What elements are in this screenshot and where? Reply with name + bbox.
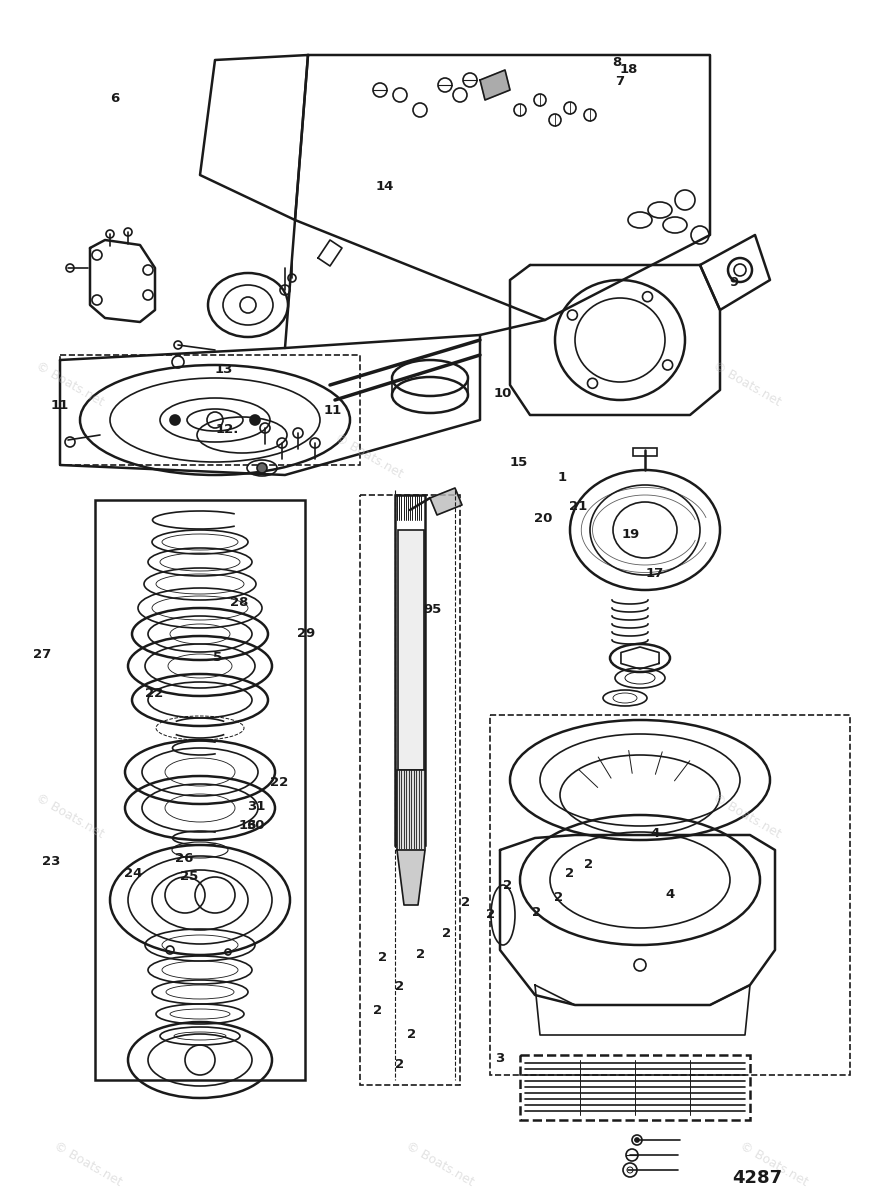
Bar — [489, 715, 849, 1075]
Text: 22: 22 — [145, 688, 162, 700]
Text: 2: 2 — [553, 892, 562, 904]
Bar — [397, 770, 425, 850]
Bar — [60, 355, 360, 464]
Text: 2: 2 — [565, 868, 573, 880]
Text: 2: 2 — [395, 1058, 404, 1070]
Text: 23: 23 — [42, 856, 60, 868]
Text: 14: 14 — [376, 180, 393, 192]
Text: 2: 2 — [373, 1004, 382, 1016]
Text: 17: 17 — [645, 568, 663, 580]
Polygon shape — [397, 850, 425, 905]
Text: 19: 19 — [622, 528, 639, 540]
Text: 29: 29 — [297, 628, 314, 640]
Text: 3: 3 — [494, 1052, 503, 1064]
Text: © Boats.net: © Boats.net — [737, 1139, 809, 1189]
Text: 5: 5 — [213, 652, 222, 664]
Text: 2: 2 — [407, 1028, 415, 1040]
Text: 11: 11 — [323, 404, 341, 416]
Text: 2: 2 — [584, 858, 593, 870]
Text: © Boats.net: © Boats.net — [710, 359, 782, 409]
Text: 6: 6 — [110, 92, 119, 104]
Circle shape — [249, 415, 260, 425]
Text: 12.: 12. — [215, 424, 238, 436]
Text: 7: 7 — [615, 76, 623, 88]
Text: © Boats.net: © Boats.net — [710, 791, 782, 841]
Text: 28: 28 — [230, 596, 248, 608]
Circle shape — [169, 415, 180, 425]
Text: 11: 11 — [51, 400, 68, 412]
Text: 13: 13 — [215, 364, 233, 376]
Text: 15: 15 — [509, 456, 527, 468]
Text: 27: 27 — [33, 648, 51, 660]
Text: 22: 22 — [270, 776, 288, 788]
Text: 2: 2 — [415, 948, 424, 960]
Polygon shape — [479, 70, 509, 100]
Bar — [360, 494, 459, 1085]
Text: 4: 4 — [665, 888, 673, 900]
Polygon shape — [429, 488, 462, 515]
Text: © Boats.net: © Boats.net — [403, 1139, 475, 1189]
Text: 10: 10 — [493, 388, 511, 400]
Text: 2: 2 — [395, 980, 404, 992]
Bar — [632, 448, 656, 456]
Text: 18: 18 — [619, 64, 637, 76]
Text: 21: 21 — [569, 500, 587, 512]
Bar — [520, 1055, 749, 1120]
Text: 2: 2 — [503, 880, 512, 892]
Bar — [95, 500, 305, 1080]
Text: 16: 16 — [239, 820, 256, 832]
Text: 31: 31 — [248, 800, 265, 812]
Circle shape — [634, 1138, 638, 1142]
Text: 2: 2 — [442, 928, 450, 940]
Text: © Boats.net: © Boats.net — [34, 359, 106, 409]
Text: 30: 30 — [245, 820, 264, 832]
Text: 20: 20 — [534, 512, 551, 524]
Text: 25: 25 — [180, 870, 198, 882]
Text: 1: 1 — [558, 472, 566, 484]
Text: 8: 8 — [612, 56, 621, 68]
Text: 4287: 4287 — [731, 1169, 781, 1187]
Text: © Boats.net: © Boats.net — [52, 1139, 124, 1189]
Text: 2: 2 — [378, 952, 386, 964]
Text: 95: 95 — [423, 604, 441, 616]
Text: 2: 2 — [531, 906, 540, 918]
Circle shape — [256, 463, 267, 473]
Text: 9: 9 — [729, 276, 738, 288]
Bar — [394, 494, 425, 845]
Text: 2: 2 — [461, 896, 470, 908]
Text: 4: 4 — [650, 828, 658, 840]
Text: © Boats.net: © Boats.net — [34, 791, 106, 841]
Text: 26: 26 — [176, 852, 193, 864]
Text: © Boats.net: © Boats.net — [333, 431, 405, 481]
Text: 2: 2 — [486, 908, 494, 920]
Text: 24: 24 — [125, 868, 142, 880]
Bar — [398, 530, 423, 770]
